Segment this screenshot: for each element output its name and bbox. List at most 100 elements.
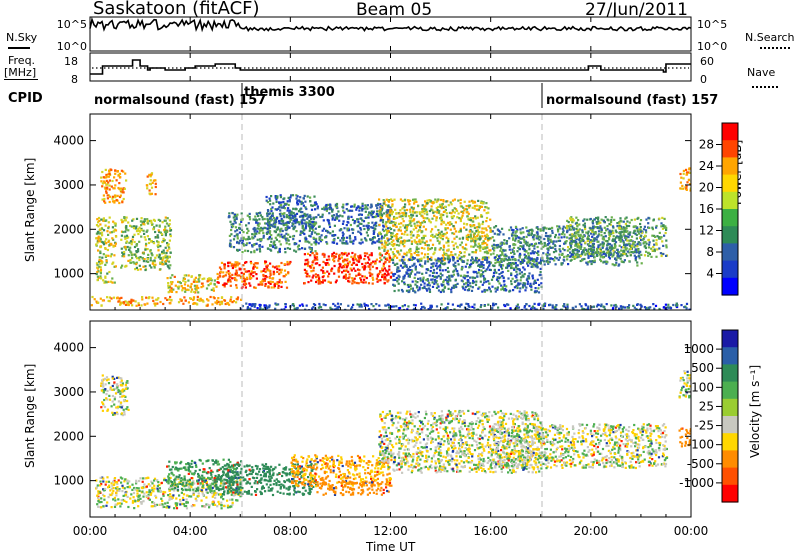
power-cell [614,229,617,232]
power-cell [444,262,447,265]
power-cell [265,306,269,310]
power-cell [388,219,391,222]
power-cell [368,271,371,274]
power-cell [322,279,325,282]
power-cell [411,287,414,290]
power-cell [591,235,594,238]
power-cell [430,258,433,262]
power-cell [487,256,490,259]
power-cell [312,222,315,225]
power-cell [499,242,502,245]
power-cell [521,247,525,250]
power-cell [467,283,470,287]
power-cell [384,243,387,246]
power-cell [584,241,587,244]
power-cell [127,254,130,257]
power-cell [352,303,355,306]
power-cell [138,258,141,262]
power-cell [385,269,388,272]
power-cell [625,247,628,250]
power-cell [183,277,186,280]
power-cell [481,222,484,226]
power-cell [367,213,370,217]
power-cell [166,298,169,301]
power-cell [366,261,369,264]
power-cell [433,214,436,217]
power-cell [519,282,522,285]
power-cell [413,218,416,221]
power-cell [207,299,210,302]
power-cell [592,251,595,254]
power-cell [439,205,442,208]
power-cell [500,264,503,267]
power-cell [279,209,282,212]
power-cell [401,217,404,220]
power-cell [189,297,192,300]
power-cell [416,234,419,238]
power-cell [593,259,596,262]
power-cell [371,238,374,241]
power-cell [298,304,301,307]
power-cell [568,227,571,230]
power-cell [161,221,164,224]
power-cell [153,179,156,182]
power-cell [337,236,340,239]
power-cell [268,225,271,228]
power-cell [224,302,227,306]
power-cell [510,280,513,283]
power-cell [407,267,410,270]
power-cell [609,230,612,233]
power-cell [125,225,128,228]
power-cell [566,229,569,232]
power-cell [121,251,124,254]
power-cell [328,208,331,211]
power-cell [596,236,599,239]
power-cell [267,227,270,230]
power-cell [603,226,606,229]
power-cell [243,278,247,281]
power-cell [335,242,339,245]
power-cell [250,276,253,279]
power-cell [405,265,408,269]
power-cell [229,239,232,242]
power-cell [568,255,571,258]
power-cell [515,276,518,279]
power-cell [539,267,542,270]
power-cell [597,244,600,247]
power-cell [279,230,282,233]
power-cell [613,218,616,221]
power-cell [540,242,543,245]
power-cell [154,263,157,266]
power-cell [166,249,169,252]
power-cell [381,243,384,246]
power-cell [371,226,374,229]
power-cell [563,233,566,236]
power-cell [230,233,233,236]
power-cell [249,284,252,287]
power-cell [392,217,395,220]
power-cell [307,261,310,264]
power-cell [357,206,360,209]
power-cell [516,284,519,287]
power-cell [575,221,578,224]
power-cell [416,250,419,253]
cpid-mode-2: themis 3300 [244,85,335,100]
power-cell [110,280,113,283]
power-cell [587,305,590,308]
power-cell [245,302,248,305]
power-cell [227,277,230,281]
power-cell [230,228,233,232]
power-cell [569,259,572,262]
power-cell [399,198,402,201]
power-cell [101,198,104,201]
power-cell [528,261,531,264]
power-cell [471,276,474,279]
power-cell [267,224,270,227]
power-cell [644,234,647,237]
power-cell [484,237,487,240]
power-cell [497,243,500,247]
power-cell [509,266,513,270]
power-cell [141,256,144,260]
power-cell [258,303,261,306]
power-cell [383,278,386,281]
